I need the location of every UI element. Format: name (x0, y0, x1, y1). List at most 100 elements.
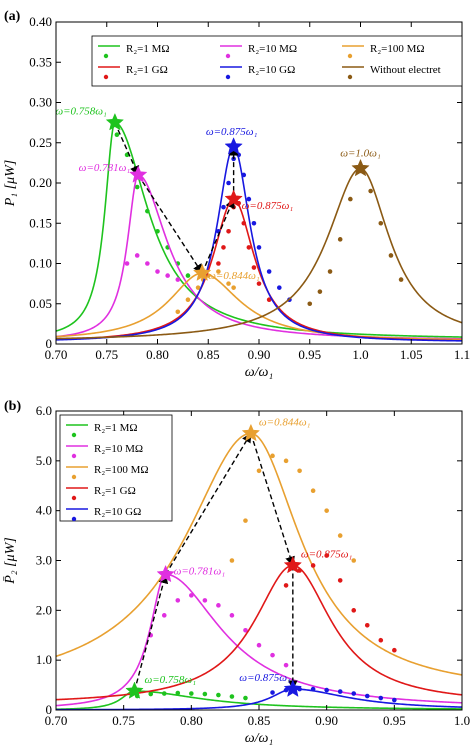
data-point-5-2 (327, 269, 333, 274)
x-tick-label: 0.95 (298, 347, 321, 362)
legend-dot-swatch (103, 53, 109, 59)
data-point-3-3 (324, 553, 329, 558)
peak-star-1 (156, 564, 175, 583)
data-point-0-0 (114, 132, 120, 137)
data-point-2-2 (195, 285, 201, 290)
dashed-arrow-1 (137, 174, 203, 274)
legend-entry: R₂=10 GΩ (94, 506, 141, 518)
x-tick-label: 0.95 (383, 713, 406, 728)
legend-entry: Without electret (370, 64, 441, 76)
data-point-4-0 (270, 690, 275, 695)
data-point-2-5 (297, 468, 302, 474)
y-tick-label: 5.0 (36, 453, 52, 468)
data-point-0-4 (155, 229, 160, 234)
peak-star-3 (224, 189, 243, 207)
data-point-0-6 (216, 692, 221, 698)
data-point-2-9 (351, 558, 357, 563)
data-point-1-3 (189, 593, 194, 598)
data-point-3-5 (351, 608, 357, 613)
peak-annotation-3: ω=0.875ω₁ (242, 200, 294, 212)
data-point-0-2 (161, 691, 167, 696)
data-point-4-8 (378, 695, 384, 701)
legend-dot-swatch (347, 74, 353, 80)
series-line-1 (56, 573, 462, 707)
legend-entry: R₂=100 MΩ (94, 464, 149, 476)
legend-entry: R₂=1 GΩ (94, 485, 136, 497)
data-point-2-6 (310, 488, 316, 494)
peak-star-4 (283, 679, 303, 697)
data-point-0-5 (202, 691, 208, 697)
data-point-5-0 (307, 301, 313, 307)
data-point-1-8 (256, 642, 262, 648)
data-point-5-4 (348, 196, 353, 202)
x-tick-label: 0.75 (95, 347, 118, 362)
legend-dot-swatch (103, 74, 109, 80)
data-point-0-4 (189, 691, 194, 696)
peak-annotation-1: ω=0.781ω₁ (174, 565, 226, 577)
data-point-3-0 (283, 583, 289, 588)
peak-annotation-4: ω=0.875ω₁ (206, 126, 258, 138)
data-point-5-6 (368, 188, 373, 194)
peak-annotation-3: ω=0.875ω₁ (301, 548, 353, 560)
data-point-1-1 (161, 613, 167, 618)
data-point-2-7 (324, 508, 329, 513)
legend-entry: R₂=10 GΩ (248, 64, 295, 76)
data-point-2-2 (256, 468, 262, 474)
legend-entry: R₂=1 MΩ (126, 43, 170, 55)
data-point-3-0 (216, 261, 221, 266)
data-point-2-8 (337, 533, 343, 538)
data-point-3-8 (392, 647, 397, 653)
data-point-0-3 (145, 208, 150, 214)
data-point-3-5 (241, 220, 247, 226)
data-point-0-7 (185, 273, 191, 278)
data-point-2-0 (229, 558, 235, 563)
x-tick-label: 1.05 (400, 347, 423, 362)
data-point-1-4 (165, 273, 170, 278)
legend-entry: R₂=100 MΩ (370, 43, 425, 55)
x-axis-label: ω/ω₁ (245, 731, 274, 746)
panel-label: (b) (4, 399, 21, 414)
data-point-5-3 (337, 237, 343, 242)
dashed-arrow-1 (165, 432, 252, 575)
series-line-0 (56, 121, 462, 338)
peak-star-1 (129, 165, 148, 183)
peak-star-3 (283, 555, 303, 574)
legend-dot-swatch (71, 453, 77, 459)
peak-star-5 (351, 158, 370, 177)
data-point-4-7 (251, 220, 257, 226)
x-tick-label: 0.85 (197, 347, 220, 362)
data-point-1-10 (283, 662, 289, 668)
x-tick-label: 1.0 (352, 347, 368, 362)
x-tick-label: 0.90 (315, 713, 338, 728)
peak-annotation-0: ω=0.758ω₁ (55, 106, 107, 118)
x-tick-label: 0.70 (45, 713, 68, 728)
peak-annotation-0: ω=0.758ω₁ (144, 674, 196, 686)
data-point-3-7 (251, 265, 257, 270)
y-tick-label: 1.0 (36, 652, 52, 667)
peak-star-4 (224, 137, 243, 155)
peak-annotation-4: ω=0.875ω₁ (239, 672, 291, 684)
data-point-1-5 (175, 277, 181, 282)
legend-dot-swatch (71, 495, 77, 501)
plot-area (56, 121, 462, 342)
data-point-2-3 (270, 453, 275, 459)
y-tick-label: 0 (46, 702, 53, 717)
data-point-3-6 (246, 245, 252, 250)
data-point-2-1 (243, 518, 248, 523)
data-point-3-8 (256, 281, 262, 286)
data-point-3-2 (310, 563, 316, 568)
y-tick-label: 2.0 (36, 602, 52, 617)
data-point-4-5 (337, 689, 343, 694)
x-axis-label: ω/ω₁ (245, 365, 274, 380)
peak-annotation-1: ω=0.781ω₁ (79, 162, 131, 174)
y-axis-label: P₁ [μW] (3, 160, 18, 208)
data-point-1-5 (216, 603, 221, 608)
data-point-3-1 (221, 245, 226, 250)
y-tick-label: 0.05 (29, 296, 52, 311)
data-point-1-6 (229, 613, 235, 618)
legend-dot-swatch (71, 516, 77, 522)
series-line-2 (56, 272, 462, 341)
y-tick-label: 0.20 (29, 175, 52, 190)
dashed-arrow-2 (250, 433, 295, 567)
legend: R₂=1 MΩ R₂=10 MΩ R₂=100 MΩ R₂=1 GΩ R₂=10 GΩ (59, 414, 173, 522)
